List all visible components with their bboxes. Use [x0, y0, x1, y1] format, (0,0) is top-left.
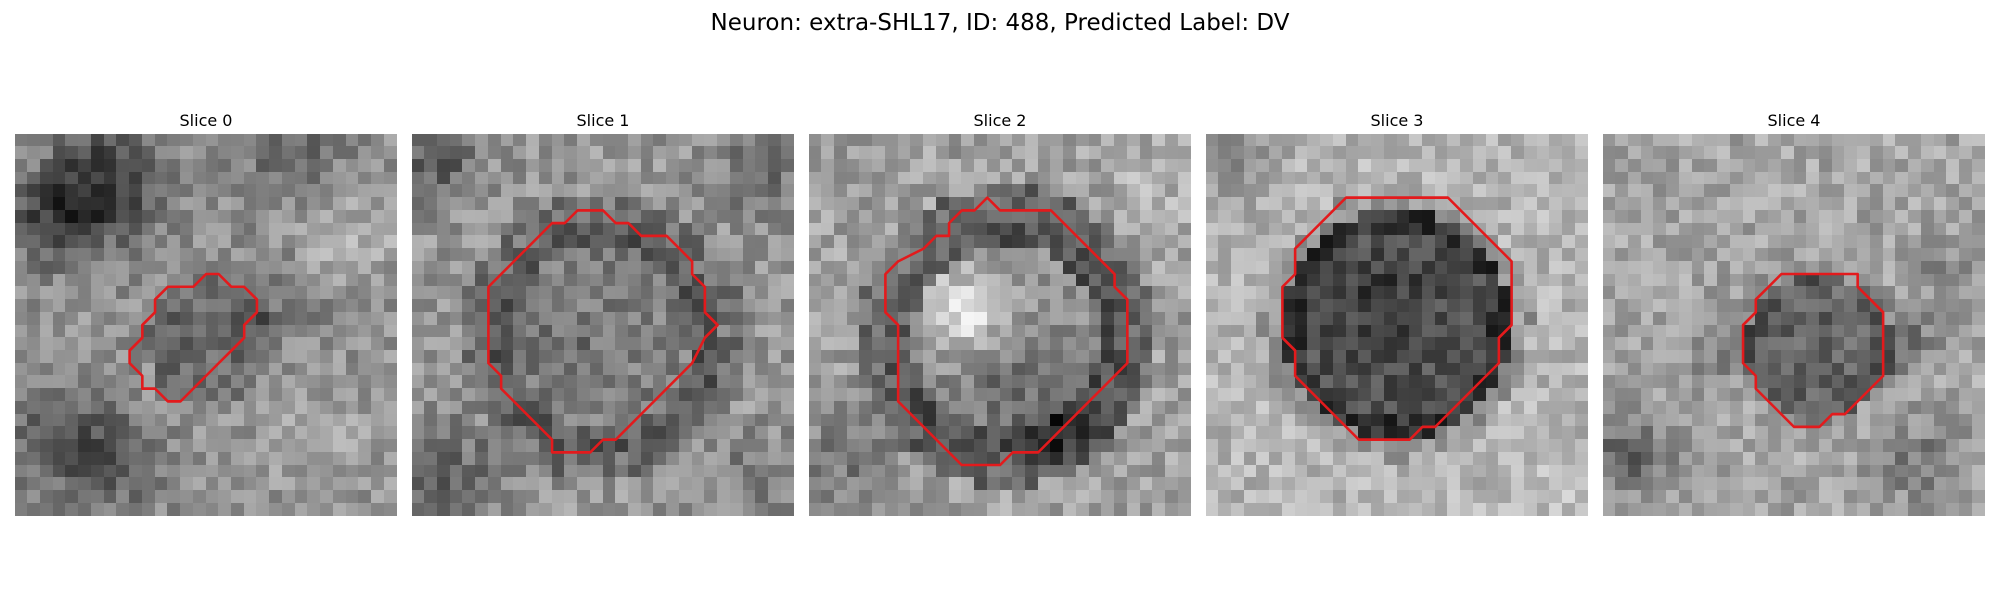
slice-panel-3: Slice 3 — [1206, 110, 1588, 516]
slice-title: Slice 3 — [1370, 111, 1424, 130]
slice-title: Slice 2 — [973, 111, 1027, 130]
slice-title: Slice 0 — [179, 111, 233, 130]
slice-image — [15, 134, 397, 516]
slice-panel-0: Slice 0 — [15, 110, 397, 516]
slice-image — [1206, 134, 1588, 516]
slice-title: Slice 1 — [576, 111, 630, 130]
figure-title: Neuron: extra-SHL17, ID: 488, Predicted … — [710, 10, 1290, 36]
slice-image — [412, 134, 794, 516]
slice-panel-1: Slice 1 — [412, 110, 794, 516]
slice-panel-4: Slice 4 — [1603, 110, 1985, 516]
slice-title: Slice 4 — [1767, 111, 1821, 130]
slice-panel-2: Slice 2 — [809, 110, 1191, 516]
slice-image — [1603, 134, 1985, 516]
slice-image — [809, 134, 1191, 516]
